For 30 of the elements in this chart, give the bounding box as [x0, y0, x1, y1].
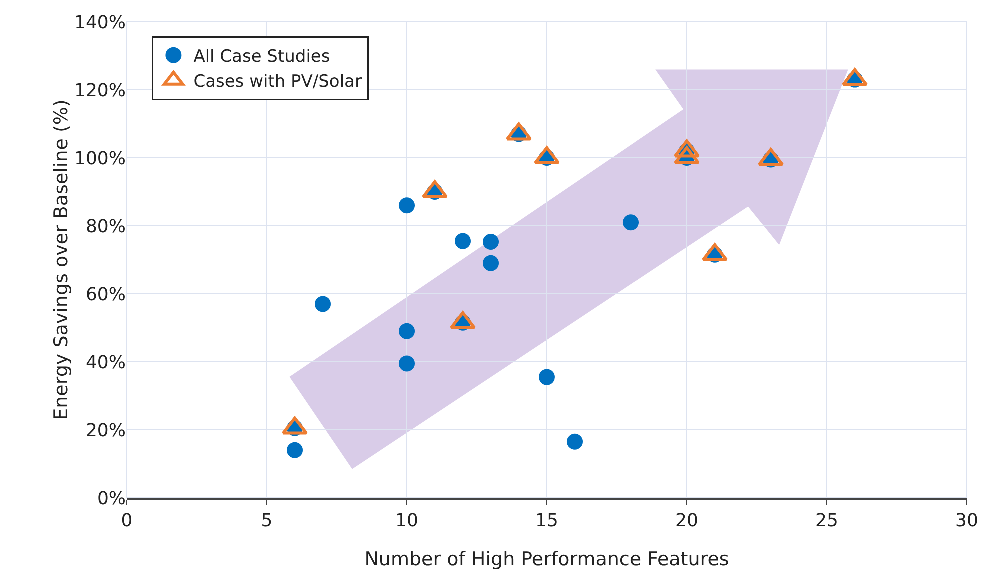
- y-tick-label: 0%: [97, 488, 126, 510]
- legend-label: All Case Studies: [194, 46, 330, 67]
- point: [539, 369, 555, 386]
- x-tick-label: 30: [956, 510, 978, 532]
- x-axis-title: Number of High Performance Features: [364, 548, 730, 570]
- point: [623, 214, 639, 231]
- legend-label: Cases with PV/Solar: [194, 72, 362, 92]
- point: [399, 198, 415, 214]
- point: [483, 234, 499, 250]
- point: [483, 255, 499, 272]
- y-tick-label: 120%: [74, 80, 126, 102]
- point: [399, 356, 415, 372]
- x-tick-label: 10: [396, 510, 418, 532]
- point: [399, 323, 415, 340]
- x-tick-label: 5: [261, 510, 273, 532]
- y-tick-label: 80%: [86, 216, 126, 238]
- x-tick-label: 20: [676, 510, 698, 532]
- y-tick-label: 40%: [86, 352, 126, 374]
- y-tick-label: 140%: [74, 12, 126, 34]
- point: [455, 233, 471, 250]
- x-tick-label: 0: [121, 510, 133, 532]
- x-tick-label: 15: [536, 510, 558, 532]
- point: [315, 296, 331, 312]
- x-tick-label: 25: [816, 510, 838, 532]
- point: [567, 434, 583, 450]
- y-tick-label: 60%: [86, 284, 126, 306]
- point: [287, 442, 303, 458]
- y-axis-title: Energy Savings over Baseline (%): [50, 100, 73, 420]
- y-tick-label: 100%: [74, 148, 126, 170]
- y-tick-label: 20%: [86, 420, 126, 442]
